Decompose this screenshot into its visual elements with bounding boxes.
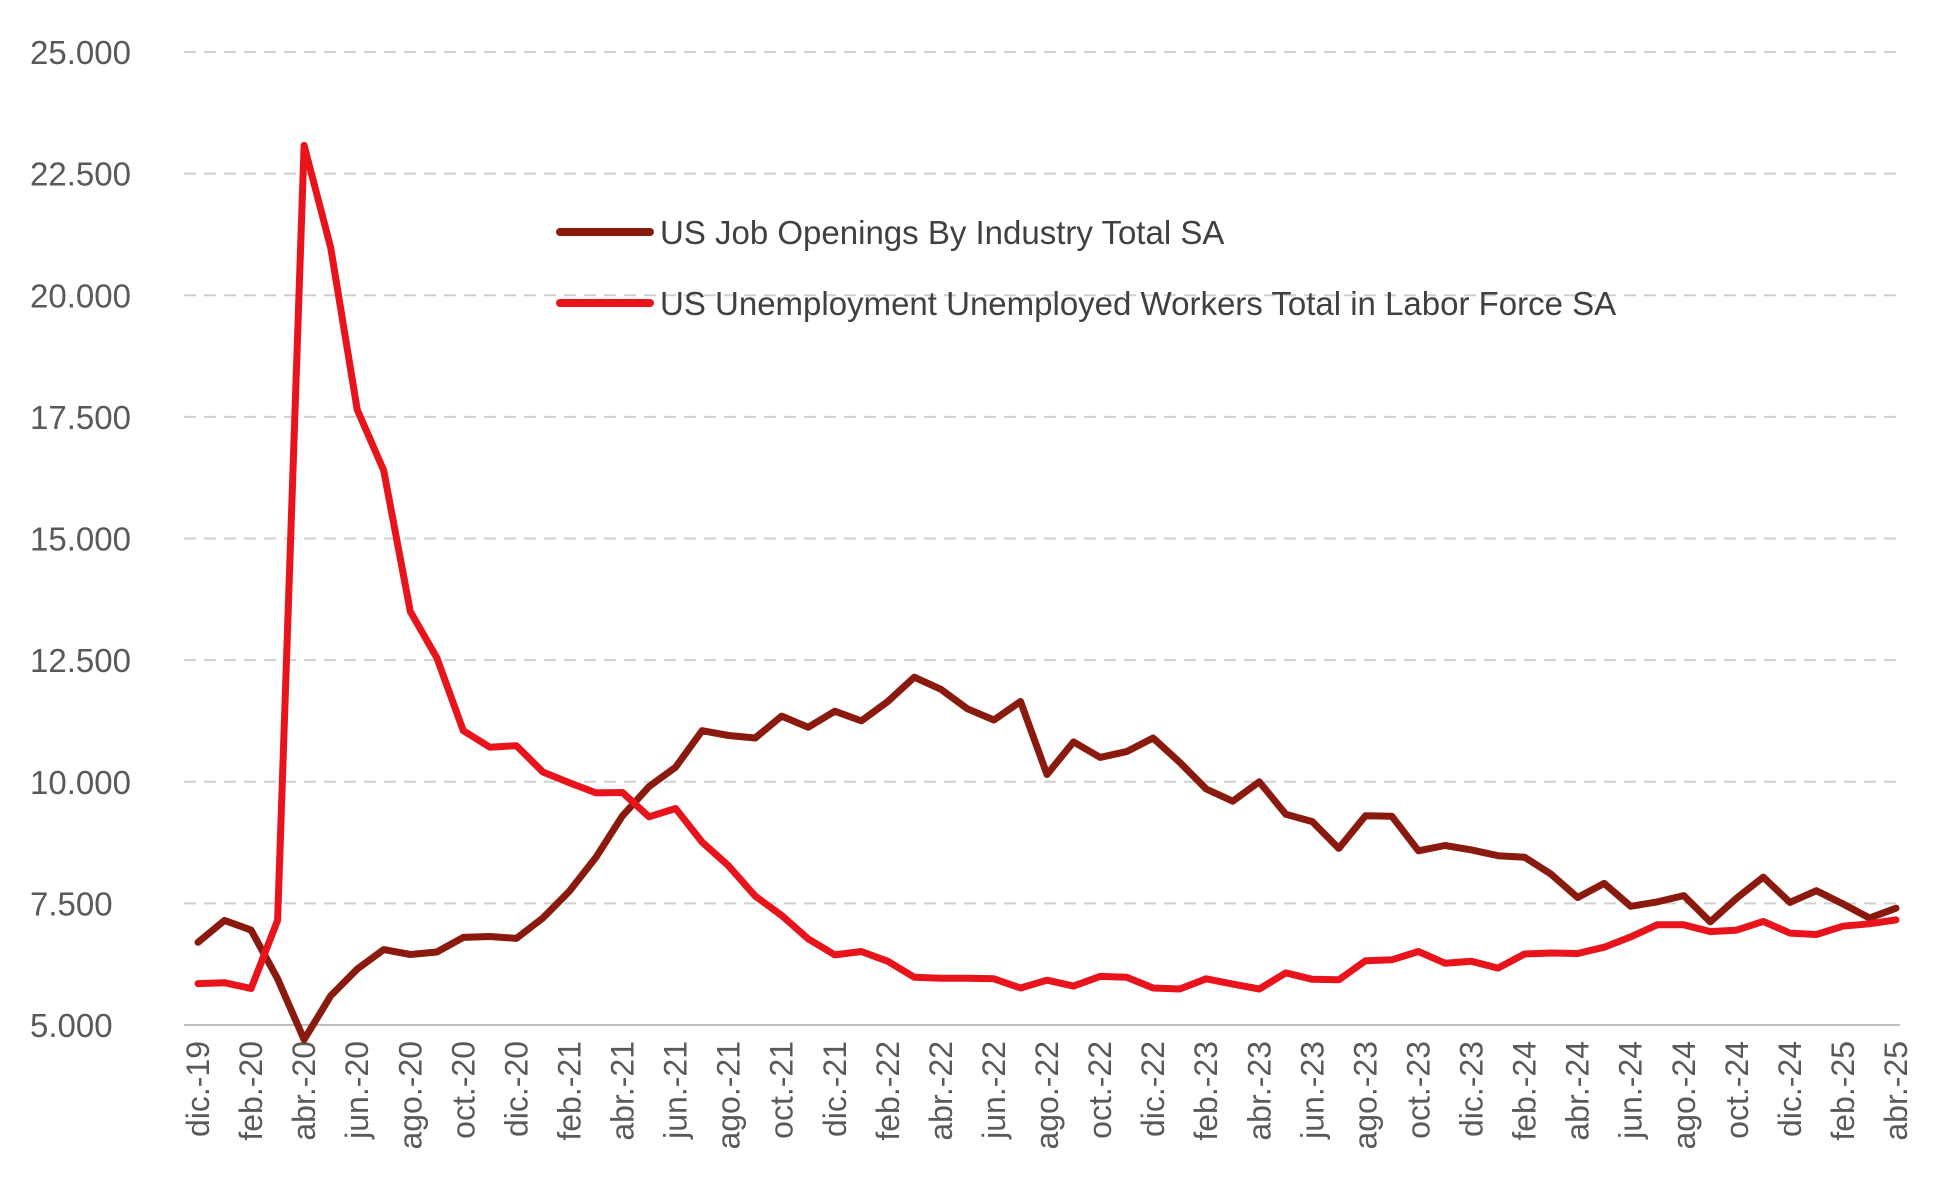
- x-tick-label: feb.-23: [1188, 1041, 1224, 1141]
- y-tick-label: 20.000: [30, 277, 131, 314]
- x-tick-label: ago.-23: [1347, 1041, 1383, 1150]
- y-tick-label: 25.000: [30, 34, 131, 71]
- y-tick-label: 5.000: [30, 1007, 113, 1044]
- y-tick-label: 15.000: [30, 521, 131, 558]
- x-tick-label: abr.-23: [1241, 1041, 1277, 1141]
- legend-label-job-openings: US Job Openings By Industry Total SA: [660, 214, 1224, 251]
- x-tick-label: jun.-22: [976, 1041, 1012, 1140]
- x-tick-label: dic.-19: [180, 1041, 216, 1137]
- x-tick-label: oct.-23: [1400, 1041, 1436, 1139]
- x-tick-label: ago.-22: [1029, 1041, 1065, 1150]
- y-tick-label: 12.500: [30, 642, 131, 679]
- series-line-us-job-openings-by-industry-total-sa: [194, 673, 1900, 1044]
- x-tick-label: feb.-20: [233, 1041, 269, 1141]
- x-tick-label: ago.-20: [392, 1041, 428, 1150]
- x-tick-label: oct.-20: [445, 1041, 481, 1139]
- x-tick-label: dic.-22: [1135, 1041, 1171, 1137]
- series-line-us-unemployment-unemployed-workers-total-in-labor-force-sa: [194, 141, 1900, 993]
- legend-label-unemployment: US Unemployment Unemployed Workers Total…: [660, 285, 1616, 322]
- x-tick-label: feb.-22: [870, 1041, 906, 1141]
- x-tick-label: abr.-22: [923, 1041, 959, 1141]
- x-tick-label: feb.-21: [551, 1041, 587, 1141]
- x-tick-label: feb.-24: [1507, 1041, 1543, 1141]
- x-tick-label: abr.-20: [286, 1041, 322, 1141]
- y-tick-label: 22.500: [30, 156, 131, 193]
- y-axis: 5.000 7.500 10.000 12.500 15.000 17.500 20.000…: [30, 34, 131, 1044]
- x-tick-label: ago.-24: [1666, 1041, 1702, 1150]
- y-tick-label: 7.500: [30, 885, 113, 922]
- x-tick-label: dic.-23: [1454, 1041, 1490, 1137]
- x-tick-label: dic.-24: [1772, 1041, 1808, 1137]
- x-tick-label: feb.-25: [1825, 1041, 1861, 1141]
- gridlines: [184, 51, 1900, 1026]
- x-tick-label: jun.-21: [658, 1041, 694, 1140]
- x-axis: dic.-19 feb.-20 abr.-20 jun.-20 ago.-20 oct.-…: [180, 1041, 1914, 1150]
- x-tick-label: abr.-24: [1560, 1041, 1596, 1141]
- series-lines: [194, 141, 1900, 1044]
- x-tick-label: abr.-21: [605, 1041, 641, 1141]
- legend: US Job Openings By Industry Total SA US …: [556, 214, 1616, 322]
- x-tick-label: oct.-24: [1719, 1041, 1755, 1139]
- x-tick-label: abr.-25: [1878, 1041, 1914, 1141]
- x-tick-label: jun.-20: [339, 1041, 375, 1140]
- x-tick-label: dic.-21: [817, 1041, 853, 1137]
- y-tick-label: 10.000: [30, 764, 131, 801]
- x-tick-label: dic.-20: [498, 1041, 534, 1137]
- x-tick-label: ago.-21: [711, 1041, 747, 1150]
- y-tick-label: 17.500: [30, 399, 131, 436]
- x-tick-label: oct.-21: [764, 1041, 800, 1139]
- x-tick-label: jun.-23: [1294, 1041, 1330, 1140]
- x-tick-label: oct.-22: [1082, 1041, 1118, 1139]
- x-tick-label: jun.-24: [1613, 1041, 1649, 1140]
